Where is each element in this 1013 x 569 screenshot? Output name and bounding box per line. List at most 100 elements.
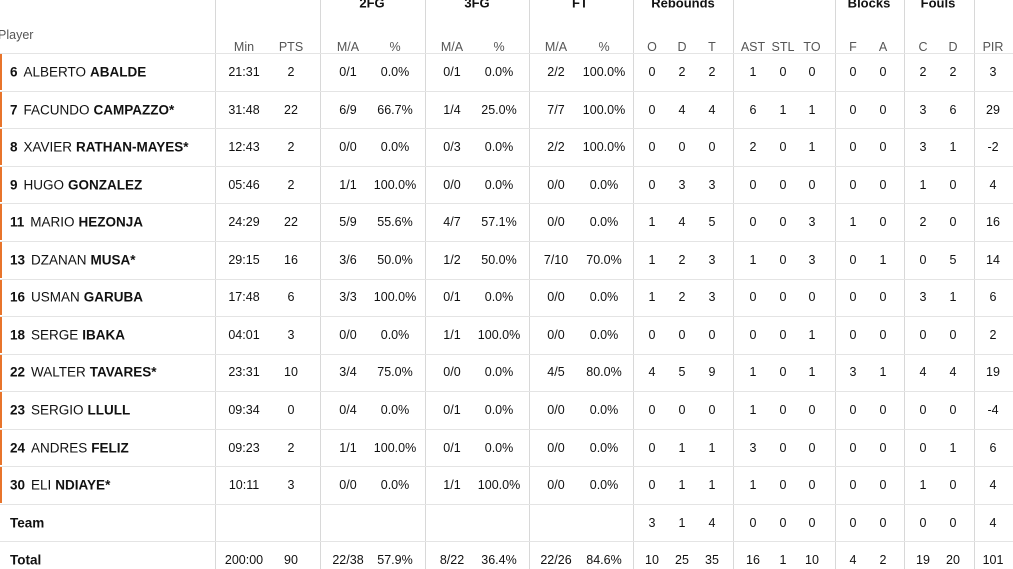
player-number: 11 (10, 214, 25, 230)
stat-cell: 100.0% (373, 177, 417, 192)
stat-cell: 4 (678, 102, 686, 117)
player-number: 23 (10, 402, 26, 418)
stat-cell: 0 (949, 402, 957, 417)
stat-cell: 5 (678, 365, 686, 380)
stat-cell: 0/0 (547, 402, 565, 417)
stat-cell: 04:01 (228, 327, 260, 342)
stat-cell: 0.0% (589, 402, 619, 417)
stat-cell: 0 (879, 515, 887, 530)
stat-cell: 0 (749, 290, 757, 305)
stat-cell: 0 (849, 402, 857, 417)
column-header: % (389, 40, 401, 54)
stat-cell: 4/7 (443, 215, 461, 230)
stat-cell: 0 (879, 140, 887, 155)
player-name: 13 DZANAN MUSA* (10, 252, 136, 267)
column-separator (835, 0, 836, 569)
stat-cell: 12:43 (228, 140, 260, 155)
column-separator (529, 0, 530, 569)
row-divider (0, 503, 1013, 505)
row-accent (0, 204, 2, 240)
stat-cell: 09:34 (228, 402, 260, 417)
stat-cell: 6 (287, 290, 295, 305)
stat-cell: 1/2 (443, 252, 461, 267)
stat-cell: 1 (808, 140, 816, 155)
stat-cell: 1 (808, 102, 816, 117)
last-name: GONZALEZ (68, 177, 143, 193)
stat-cell: 22 (284, 102, 298, 117)
stat-cell: 0 (779, 478, 787, 493)
stat-cell: 19 (916, 553, 930, 568)
stat-cell: 10:11 (228, 478, 260, 493)
stat-cell: 2 (708, 65, 716, 79)
column-header: A (878, 40, 888, 54)
stat-cell: 0 (919, 402, 927, 417)
stat-cell: 0 (879, 327, 887, 342)
row-accent (0, 91, 2, 128)
stat-cell: 1 (749, 365, 757, 380)
player-number: 22 (10, 364, 26, 380)
row-accent (0, 54, 2, 90)
row-accent (0, 166, 2, 203)
first-name: MARIO (30, 214, 75, 230)
column-header: O (647, 40, 657, 54)
stat-cell: 10 (805, 553, 819, 568)
stat-cell: 0 (779, 440, 787, 455)
stat-cell: 0.0% (589, 290, 619, 305)
stat-cell: 0 (879, 65, 887, 79)
column-separator (904, 0, 905, 569)
stat-cell: 9 (708, 365, 716, 380)
column-header: M/A (336, 40, 360, 54)
stat-cell: 0/1 (443, 290, 461, 305)
stat-cell: 7/10 (543, 252, 569, 267)
stat-cell: 0 (949, 215, 957, 230)
stat-cell: 0/1 (443, 65, 461, 79)
stat-cell: 1 (949, 140, 957, 155)
stat-cell: 100.0% (477, 478, 521, 493)
stat-cell: 0.0% (484, 440, 514, 455)
stat-cell: 1 (648, 215, 656, 230)
column-header: C (918, 40, 928, 54)
first-name: SERGE (31, 327, 79, 343)
stat-cell: 2 (749, 140, 757, 155)
stat-cell: 2 (678, 65, 686, 79)
stat-cell: 0.0% (484, 177, 514, 192)
stat-cell: 0 (648, 478, 656, 493)
stat-cell: 20 (946, 553, 960, 568)
group-header: 2FG (359, 0, 385, 11)
stat-cell: 6 (949, 102, 957, 117)
stat-cell: 1 (849, 215, 857, 230)
stat-cell: 4 (648, 365, 656, 380)
stat-cell: 0 (849, 252, 857, 267)
stat-cell: 2/2 (547, 140, 565, 155)
stat-cell: 4/5 (547, 365, 565, 380)
player-name: 6 ALBERTO ABALDE (10, 65, 146, 80)
row-divider (0, 316, 1013, 318)
stat-cell: 0 (779, 252, 787, 267)
stat-cell: 0/0 (443, 365, 461, 380)
stat-cell: 0 (648, 65, 656, 79)
stat-cell: 0 (808, 515, 816, 530)
row-divider (0, 240, 1013, 242)
stat-cell: 3 (287, 327, 295, 342)
stat-cell: 6 (989, 440, 997, 455)
column-header: Player (0, 28, 34, 42)
player-number: 7 (10, 102, 18, 118)
stat-cell: 1/1 (443, 478, 461, 493)
stat-cell: 0 (879, 402, 887, 417)
stat-cell: 66.7% (377, 102, 413, 117)
row-accent (0, 392, 2, 428)
column-header: TO (803, 40, 821, 54)
row-divider (0, 128, 1013, 130)
stat-cell: 17:48 (228, 290, 260, 305)
stat-cell: 0.0% (589, 478, 619, 493)
stat-cell: 22 (284, 215, 298, 230)
player-name: 9 HUGO GONZALEZ (10, 177, 142, 192)
stat-cell: 25.0% (481, 102, 517, 117)
stat-cell: -4 (987, 402, 999, 417)
stat-cell: 23:31 (228, 365, 260, 380)
stat-cell: 0 (749, 177, 757, 192)
stat-cell: 1 (708, 478, 716, 493)
stat-cell: 10 (284, 365, 298, 380)
stat-cell: 0 (849, 478, 857, 493)
stat-cell: 0 (648, 177, 656, 192)
